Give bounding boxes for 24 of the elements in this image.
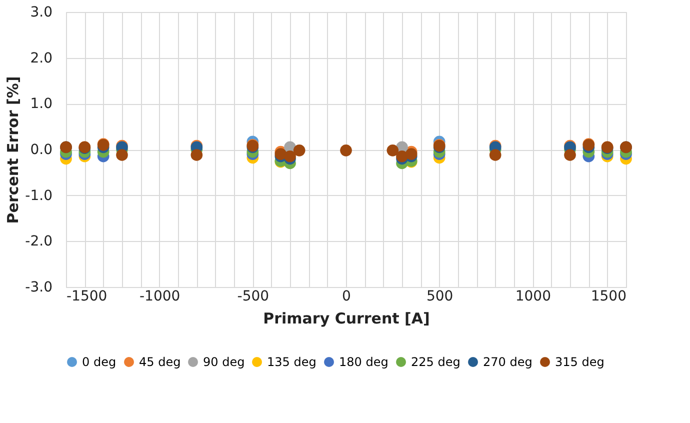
- x-tick-label: 1000: [515, 288, 551, 304]
- y-tick-label: 2.0: [30, 50, 52, 66]
- legend-label: 0 deg: [82, 355, 116, 369]
- legend-label: 90 deg: [203, 355, 245, 369]
- legend-label: 135 deg: [267, 355, 316, 369]
- x-axis-title: Primary Current [A]: [263, 310, 430, 328]
- legend-label: 225 deg: [411, 355, 460, 369]
- x-tick-label: 500: [426, 288, 454, 304]
- x-tick-label: -1000: [139, 288, 180, 304]
- legend-label: 315 deg: [555, 355, 604, 369]
- y-tick-label: -1.0: [25, 188, 52, 204]
- legend-label: 180 deg: [339, 355, 388, 369]
- x-tick-label: 1500: [590, 288, 626, 304]
- x-tick-label: -500: [237, 288, 270, 304]
- legend-label: 270 deg: [483, 355, 532, 369]
- x-tick-label: -1500: [66, 288, 108, 304]
- y-tick-label: 3.0: [30, 4, 52, 20]
- y-tick-label: 1.0: [30, 96, 52, 112]
- y-tick-label: -2.0: [25, 234, 52, 250]
- y-tick-label: 0.0: [30, 142, 52, 158]
- legend-label: 45 deg: [139, 355, 181, 369]
- y-axis-title: Percent Error [%]: [4, 76, 22, 224]
- x-tick-label: 0: [342, 288, 351, 304]
- y-tick-label: -3.0: [25, 280, 52, 296]
